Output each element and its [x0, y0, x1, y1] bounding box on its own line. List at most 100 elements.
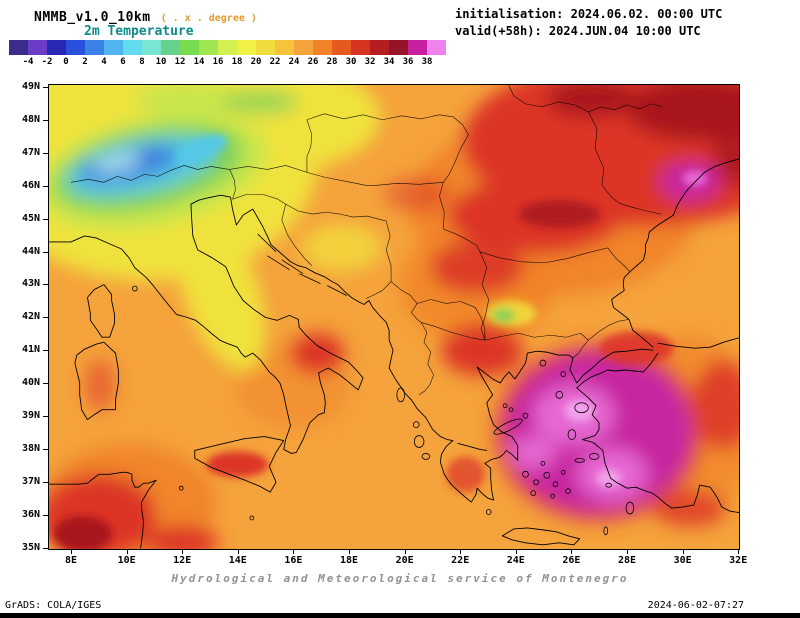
- lon-tick: [126, 550, 128, 554]
- lat-tick: [43, 218, 48, 220]
- lon-tick: [515, 550, 517, 554]
- lat-tick-label: 47N: [21, 146, 40, 158]
- lat-tick: [43, 87, 48, 88]
- lon-tick: [682, 550, 684, 554]
- colorbar-tick-label: -2: [41, 57, 53, 67]
- colorbar-cell: [66, 40, 85, 55]
- lon-tick-label: 16E: [284, 555, 303, 566]
- initialisation-time: initialisation: 2024.06.02. 00:00 UTC: [455, 7, 723, 21]
- lat-tick: [43, 383, 48, 385]
- colorbar-cell: [161, 40, 180, 55]
- colorbar-cell: [85, 40, 104, 55]
- creation-timestamp: 2024-06-02-07:27: [647, 600, 744, 611]
- colorbar-tick-label: 30: [345, 57, 357, 67]
- colorbar-tick-label: 2: [82, 57, 88, 67]
- lat-tick-label: 40N: [21, 377, 40, 389]
- lat-tick: [43, 185, 48, 187]
- lon-tick-label: 8E: [64, 555, 78, 566]
- lon-tick: [627, 550, 628, 554]
- lon-tick-label: 20E: [395, 555, 414, 566]
- islands: [132, 233, 635, 536]
- colorbar-cell: [104, 40, 123, 55]
- colorbar-tick-label: 34: [383, 57, 395, 67]
- lat-tick-label: 41N: [21, 344, 40, 356]
- colorbar-tick-label: 18: [231, 57, 243, 67]
- service-caption: Hydrological and Meteorological service …: [171, 572, 629, 585]
- lat-tick: [43, 284, 48, 286]
- lat-tick-label: 37N: [21, 475, 40, 487]
- colorbar-cell: [294, 40, 313, 55]
- lon-tick: [349, 550, 350, 554]
- lat-tick-label: 48N: [21, 113, 40, 125]
- colorbar-cell: [408, 40, 427, 55]
- lat-tick-label: 35N: [21, 541, 40, 553]
- lat-tick: [43, 514, 48, 516]
- lon-tick: [293, 550, 295, 554]
- lat-tick: [43, 350, 48, 352]
- country-borders: [70, 83, 663, 396]
- lon-tick-label: 32E: [729, 555, 748, 566]
- lon-tick: [571, 550, 573, 554]
- colorbar-cell: [370, 40, 389, 55]
- map-frame: [0, 42, 800, 564]
- temperature-map-svg: [0, 42, 800, 564]
- colorbar-tick-label: 26: [307, 57, 319, 67]
- lon-tick: [738, 550, 740, 554]
- colorbar-cell: [199, 40, 218, 55]
- colorbar-cell: [332, 40, 351, 55]
- lat-tick: [43, 152, 48, 154]
- lat-tick: [43, 317, 48, 319]
- colorbar-tick-label: 0: [63, 57, 69, 67]
- lon-tick-label: 22E: [451, 555, 470, 566]
- lat-tick: [43, 416, 48, 417]
- lon-tick: [237, 550, 239, 554]
- lat-tick-label: 45N: [21, 212, 40, 224]
- lon-tick: [182, 550, 184, 554]
- lon-axis: 8E 10E 12E 14E 16E 18E 20E 22E 24E 26E 28E 30E 32E: [49, 550, 747, 568]
- colorbar-cell: [275, 40, 294, 55]
- colorbar-cell: [389, 40, 408, 55]
- valid-time: valid(+58h): 2024.JUN.04 10:00 UTC: [455, 24, 701, 38]
- lon-tick: [460, 550, 462, 554]
- lat-tick: [43, 251, 48, 253]
- colorbar-cell: [180, 40, 199, 55]
- model-name: NMMB_v1.0_10km: [34, 10, 151, 25]
- colorbar-tick-label: 38: [421, 57, 433, 67]
- grid-resolution-note: ( . x . degree ): [160, 13, 257, 24]
- geo-content: [0, 42, 800, 564]
- bottom-strip: [0, 613, 800, 618]
- colorbar-tick-label: 16: [212, 57, 224, 67]
- lat-tick-label: 46N: [21, 179, 40, 191]
- lon-tick-label: 28E: [617, 555, 637, 566]
- lat-tick-label: 44N: [21, 245, 40, 257]
- lon-tick-label: 10E: [117, 555, 136, 566]
- colorbar-cell: [427, 40, 446, 55]
- lat-tick: [43, 448, 48, 450]
- colorbar-cell: [256, 40, 275, 55]
- lon-tick-label: 14E: [228, 555, 247, 566]
- lat-tick: [43, 119, 48, 121]
- lat-tick: [43, 547, 48, 549]
- lon-tick-label: 18E: [339, 555, 359, 566]
- lat-tick-label: 39N: [21, 410, 40, 421]
- run-info-block: initialisation: 2024.06.02. 00:00 UTC va…: [455, 6, 722, 40]
- lat-tick-label: 36N: [21, 508, 40, 520]
- colorbar-tick-label: 8: [139, 57, 145, 67]
- colorbar-tick-label: 20: [250, 57, 262, 67]
- colorbar-tick-label: 6: [120, 57, 126, 67]
- colorbar-cell: [237, 40, 256, 55]
- colorbar-tick-label: 10: [155, 57, 167, 67]
- colorbar-tick-label: 28: [326, 57, 338, 67]
- colorbar: -4 -2 0 2 4 6 8 10 12 14 16 18 20 22 24 26 28 30 32 34 36 38: [9, 40, 446, 68]
- lat-tick-label: 42N: [21, 311, 40, 323]
- colorbar-cells: [9, 40, 446, 55]
- colorbar-cell: [142, 40, 161, 55]
- lon-tick-label: 24E: [506, 555, 525, 566]
- lon-tick-label: 30E: [673, 555, 692, 566]
- colorbar-cell: [123, 40, 142, 55]
- colorbar-tick-label: -4: [22, 57, 34, 67]
- colorbar-cell: [9, 40, 28, 55]
- lat-tick-label: 38N: [21, 442, 40, 454]
- lat-axis: 49N 48N 47N 46N 45N 44N 43N 42N 41N 40N 39N 38N 37N 3…: [0, 81, 48, 553]
